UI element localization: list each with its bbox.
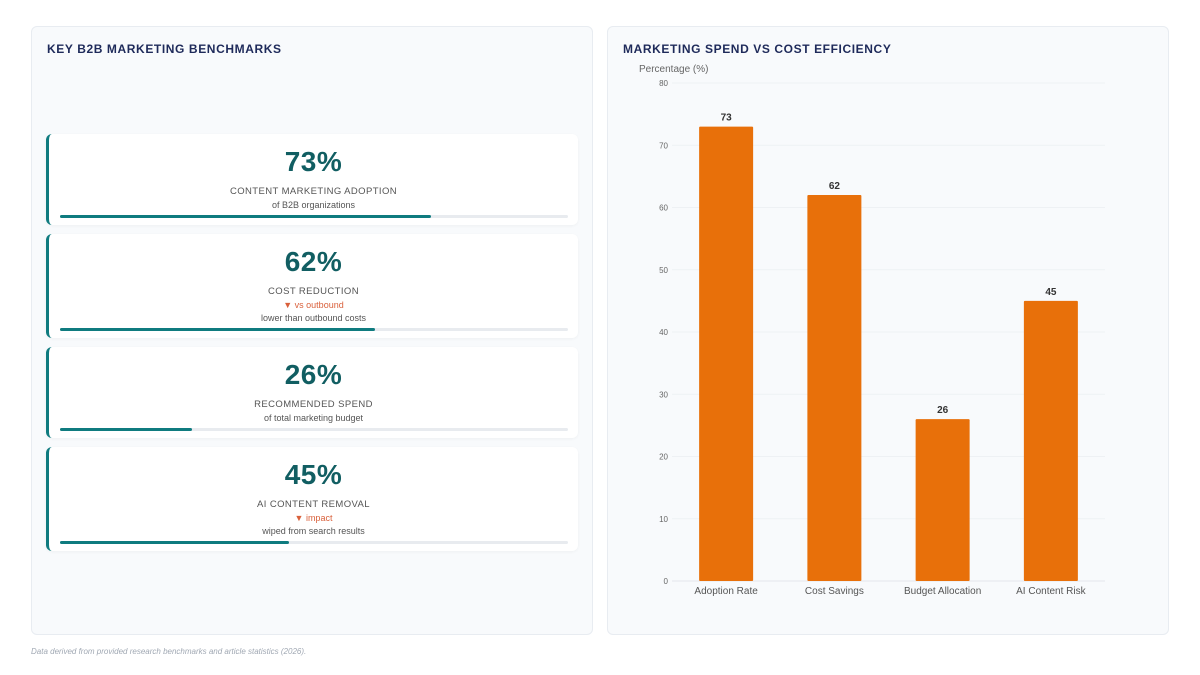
progress-track — [60, 328, 568, 331]
data-label: 62 — [829, 181, 841, 192]
stat-value: 45% — [284, 459, 343, 490]
stat-card-adoption: 73% CONTENT MARKETING ADOPTION of B2B or… — [46, 134, 578, 225]
stat-subtext: of total marketing budget — [263, 413, 364, 423]
chart-title: MARKETING SPEND VS COST EFFICIENCY — [623, 42, 892, 56]
progress-track — [60, 215, 568, 218]
stat-value: 73% — [284, 146, 343, 177]
progress-fill — [60, 428, 193, 431]
x-tick-label: Adoption Rate — [694, 586, 758, 597]
y-tick-label: 10 — [659, 515, 668, 524]
stat-label: AI CONTENT REMOVAL — [257, 499, 370, 510]
stat-subtext: of B2B organizations — [271, 200, 356, 210]
y-tick-label: 50 — [659, 266, 668, 275]
y-tick-label: 30 — [659, 390, 668, 399]
bar-chart: Percentage (%) 0 10 20 30 40 50 60 70 80 73 Adoptio… — [639, 64, 1105, 597]
x-tick-label: Budget Allocation — [904, 586, 981, 597]
progress-track — [60, 428, 568, 431]
bar — [915, 419, 970, 581]
x-tick-label: Cost Savings — [805, 586, 864, 597]
progress-fill — [60, 328, 375, 331]
stat-card-recommended-spend: 26% RECOMMENDED SPEND of total marketing… — [46, 347, 578, 438]
y-tick-label: 40 — [659, 328, 668, 337]
benchmarks-panel: KEY B2B MARKETING BENCHMARKS 73% CONTENT… — [31, 26, 593, 635]
y-tick-label: 80 — [659, 79, 668, 88]
stat-delta: ▼ impact — [294, 513, 333, 523]
data-label: 73 — [721, 113, 733, 124]
bar — [1023, 300, 1078, 581]
stat-value: 26% — [284, 359, 343, 390]
stat-delta: ▼ vs outbound — [283, 300, 344, 310]
stat-card-cost-reduction: 62% COST REDUCTION ▼ vs outbound lower t… — [46, 234, 578, 338]
progress-fill — [60, 215, 431, 218]
footnote: Data derived from provided research benc… — [31, 647, 307, 656]
y-axis-label: Percentage (%) — [639, 64, 708, 75]
bar — [699, 126, 754, 581]
data-label: 45 — [1045, 287, 1057, 298]
stat-value: 62% — [284, 246, 343, 277]
stat-label: RECOMMENDED SPEND — [254, 399, 373, 410]
stat-label: COST REDUCTION — [268, 286, 359, 297]
data-label: 26 — [937, 405, 949, 416]
stat-subtext: lower than outbound costs — [260, 313, 367, 323]
y-tick-label: 0 — [664, 577, 669, 586]
progress-track — [60, 541, 568, 544]
stat-label: CONTENT MARKETING ADOPTION — [230, 186, 397, 197]
chart-panel: MARKETING SPEND VS COST EFFICIENCY Perce… — [607, 26, 1169, 635]
bar — [807, 195, 862, 582]
y-tick-label: 70 — [659, 141, 668, 150]
progress-fill — [60, 541, 289, 544]
stat-card-ai-content-removal: 45% AI CONTENT REMOVAL ▼ impact wiped fr… — [46, 447, 578, 551]
x-tick-label: AI Content Risk — [1016, 586, 1086, 597]
y-tick-label: 60 — [659, 204, 668, 213]
stat-subtext: wiped from search results — [262, 526, 365, 536]
y-tick-label: 20 — [659, 453, 668, 462]
benchmarks-title: KEY B2B MARKETING BENCHMARKS — [47, 42, 282, 56]
